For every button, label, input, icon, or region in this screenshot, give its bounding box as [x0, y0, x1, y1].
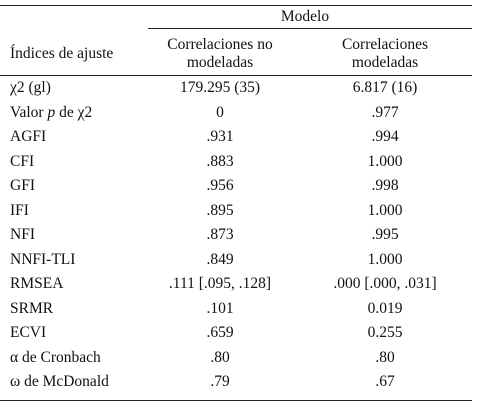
cell: .931 — [206, 128, 234, 145]
label-part: de χ2 — [55, 103, 93, 121]
row-label: χ2 (gl) — [10, 79, 51, 97]
rule-header — [0, 75, 472, 76]
row-label: ECVI — [10, 324, 46, 342]
cell: .883 — [206, 152, 234, 170]
label-part: ECVI — [10, 324, 47, 341]
cell: 0.019 — [367, 299, 403, 317]
row-label: α de Cronbach — [10, 349, 101, 367]
cell: .101 — [206, 299, 234, 317]
column-header: Correlaciones no modeladas — [167, 36, 273, 71]
cell: .977 — [371, 103, 399, 121]
cell: 1.000 — [367, 250, 403, 268]
label-part: IFI — [10, 201, 29, 219]
cell: .111 [.095, .128] — [168, 275, 272, 292]
row-label: SRMR — [10, 300, 53, 318]
row-label: CFI — [10, 153, 34, 171]
group-header: Modelo — [280, 8, 330, 25]
label-part: NNFI-TLI — [10, 250, 76, 268]
cell: .80 — [210, 348, 230, 366]
column-header: Correlaciones modeladas — [341, 36, 429, 71]
cell: 1.000 — [367, 152, 403, 170]
label-part: SRMR — [10, 299, 54, 317]
label-part: ω de McDonald — [10, 373, 109, 390]
cell: 0 — [216, 103, 224, 121]
label-part: p — [47, 103, 56, 121]
cell: .895 — [206, 201, 234, 219]
cell: .80 — [375, 348, 395, 366]
row-label: NFI — [10, 226, 35, 244]
row-label: ω de McDonald — [10, 373, 109, 391]
cell: .994 — [371, 128, 399, 145]
row-label: IFI — [10, 202, 29, 220]
label-part: CFI — [10, 152, 35, 170]
label-part: Valor — [10, 103, 48, 121]
row-label: GFI — [10, 177, 35, 195]
column-header: Índices de ajuste — [10, 45, 114, 62]
cell: 1.000 — [367, 201, 403, 219]
row-label: NNFI-TLI — [10, 251, 75, 269]
row-label: Valor p de χ2 — [10, 104, 92, 122]
rule-group — [148, 28, 472, 29]
rule-top — [0, 5, 472, 6]
cell: .873 — [206, 226, 234, 243]
label-part: AGFI — [10, 128, 47, 145]
rule-bottom — [0, 400, 472, 401]
cell: .000 [.000, .031] — [333, 275, 437, 292]
cell: .849 — [206, 250, 234, 268]
row-label: AGFI — [10, 128, 46, 146]
cell: 0.255 — [367, 324, 403, 341]
row-label: RMSEA — [10, 275, 63, 293]
cell: 6.817 (16) — [352, 79, 418, 96]
label-part: α de Cronbach — [10, 348, 101, 366]
label-part: RMSEA — [10, 275, 64, 292]
label-part: GFI — [10, 177, 35, 194]
label-part: NFI — [10, 226, 35, 243]
cell: .998 — [371, 177, 399, 194]
cell: .79 — [210, 373, 230, 390]
label-part: χ2 (gl) — [10, 79, 51, 96]
cell: .956 — [206, 177, 234, 194]
cell: 179.295 (35) — [179, 79, 261, 96]
cell: .67 — [375, 373, 395, 390]
cell: .995 — [371, 226, 399, 243]
cell: .659 — [206, 324, 234, 341]
